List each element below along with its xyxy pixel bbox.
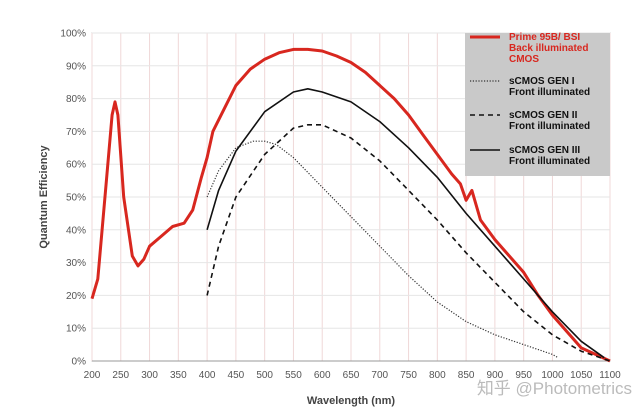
watermark: 知乎 @Photometrics bbox=[477, 379, 632, 398]
x-tick-label: 350 bbox=[170, 370, 187, 381]
y-axis-label: Quantum Efficiency bbox=[38, 144, 50, 248]
legend-box bbox=[465, 33, 610, 176]
series-line bbox=[206, 140, 559, 359]
legend-entry: sCMOS GEN II bbox=[509, 110, 578, 121]
y-tick-label: 70% bbox=[66, 127, 86, 138]
y-tick-label: 10% bbox=[66, 324, 86, 335]
x-tick-label: 450 bbox=[228, 370, 245, 381]
y-tick-label: 30% bbox=[66, 258, 86, 269]
x-tick-label: 550 bbox=[285, 370, 302, 381]
tick-labels: 200 250 300 350 400 450 500 550 600 650 700 750 800 8… bbox=[60, 29, 621, 382]
x-tick-label: 650 bbox=[343, 370, 360, 381]
y-tick-label: 100% bbox=[60, 29, 86, 40]
x-tick-label: 850 bbox=[458, 370, 475, 381]
y-tick-label: 50% bbox=[66, 193, 86, 204]
legend-entry: Front illuminated bbox=[509, 121, 590, 132]
x-tick-label: 250 bbox=[112, 370, 129, 381]
x-tick-label: 750 bbox=[400, 370, 417, 381]
x-tick-label: 1100 bbox=[599, 370, 621, 381]
x-tick-label: 300 bbox=[141, 370, 158, 381]
legend-entry: CMOS bbox=[509, 54, 539, 65]
y-tick-label: 90% bbox=[66, 61, 86, 72]
y-tick-label: 80% bbox=[66, 94, 86, 105]
x-tick-label: 900 bbox=[487, 370, 504, 381]
x-tick-label: 1050 bbox=[570, 370, 593, 381]
x-tick-label: 1000 bbox=[541, 370, 564, 381]
x-tick-label: 800 bbox=[429, 370, 446, 381]
legend-entry: Prime 95B/ BSI bbox=[509, 32, 580, 43]
legend-entry: sCMOS GEN I bbox=[509, 76, 575, 87]
legend-entry: sCMOS GEN III bbox=[509, 145, 580, 156]
y-tick-label: 60% bbox=[66, 160, 86, 171]
series-line bbox=[90, 47, 611, 363]
x-tick-label: 200 bbox=[84, 370, 101, 381]
y-tick-label: 40% bbox=[66, 225, 86, 236]
legend-entry: Front illuminated bbox=[509, 156, 590, 167]
series-line bbox=[206, 124, 611, 362]
y-tick-label: 0% bbox=[72, 357, 87, 368]
legend-entry: Back illuminated bbox=[509, 43, 588, 54]
x-axis-label: Wavelength (nm) bbox=[307, 395, 396, 407]
x-tick-label: 600 bbox=[314, 370, 331, 381]
y-tick-label: 20% bbox=[66, 291, 86, 302]
x-tick-label: 500 bbox=[256, 370, 273, 381]
legend-entry: Front illuminated bbox=[509, 87, 590, 98]
x-tick-label: 700 bbox=[371, 370, 388, 381]
x-tick-label: 400 bbox=[199, 370, 216, 381]
series-lines bbox=[90, 47, 611, 363]
series-line bbox=[206, 88, 605, 359]
x-tick-label: 950 bbox=[515, 370, 532, 381]
